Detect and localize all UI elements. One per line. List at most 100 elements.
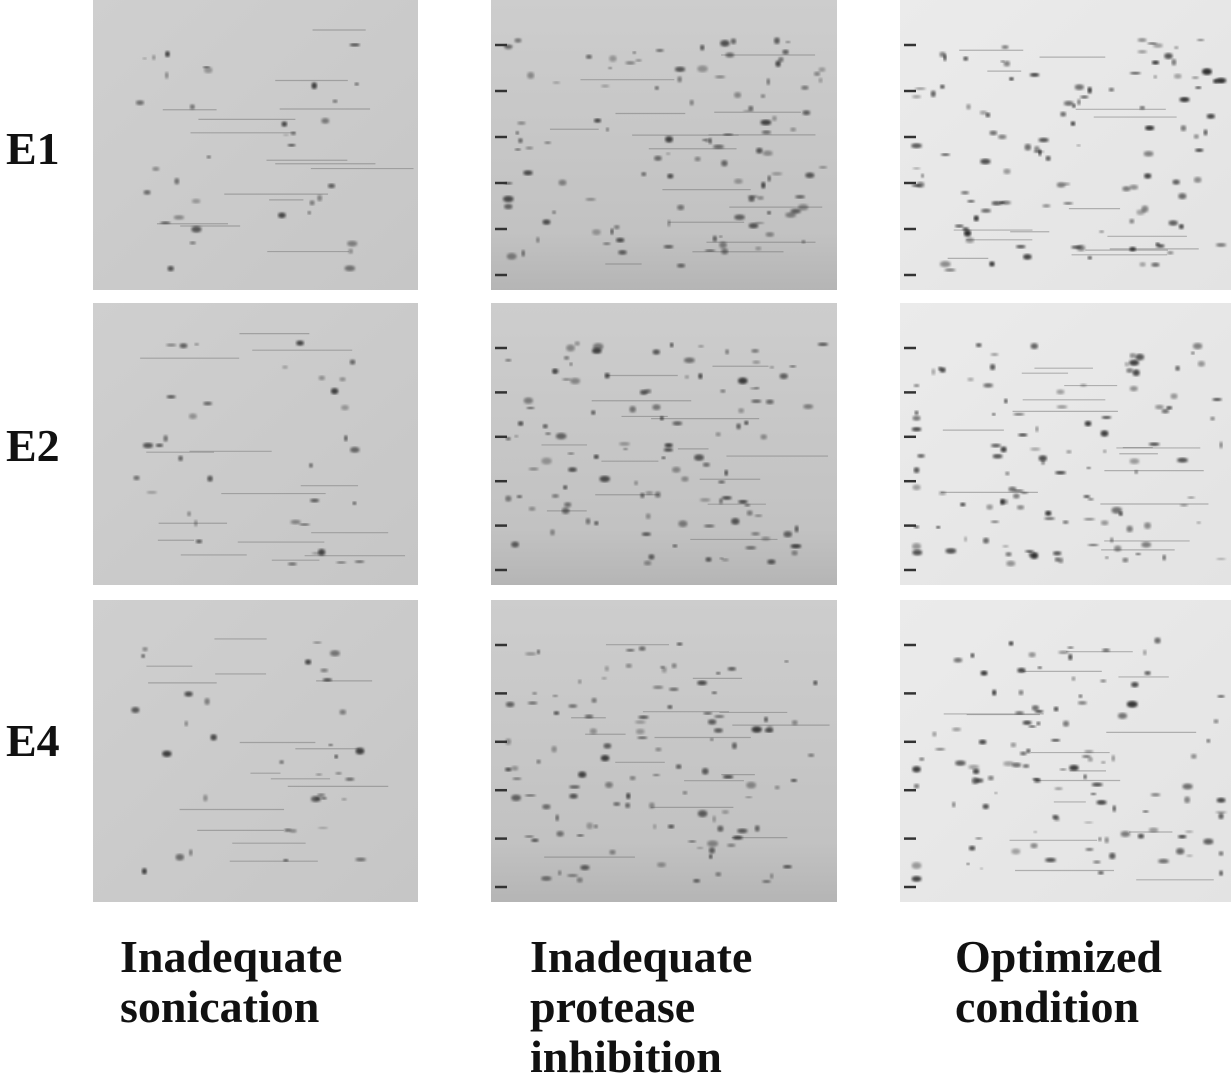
- gel-spot: [1219, 851, 1224, 856]
- gel-spot: [738, 378, 748, 385]
- gel-spot: [1006, 552, 1012, 556]
- gel-spot: [1156, 244, 1164, 248]
- gel-spot: [1069, 765, 1079, 771]
- gel-spot: [355, 560, 364, 563]
- gel-spot: [714, 728, 723, 733]
- gel-spot: [798, 204, 808, 210]
- gel-spot: [1136, 553, 1141, 555]
- gel-spot: [700, 498, 710, 501]
- gel-spot: [635, 59, 641, 61]
- gel-background: [93, 600, 418, 902]
- gel-spot: [677, 205, 684, 211]
- gel-spot: [525, 794, 536, 796]
- gel-spot: [963, 227, 969, 231]
- gel-spot: [980, 868, 983, 870]
- gel-spot: [1151, 793, 1160, 796]
- gel-spot: [1084, 821, 1092, 823]
- gel-spot: [594, 455, 599, 459]
- gel-spot: [568, 452, 574, 454]
- gel-spot: [1011, 848, 1020, 854]
- gel-spot: [517, 495, 522, 498]
- gel-spot: [194, 343, 198, 345]
- gel-spot: [165, 72, 169, 79]
- gel-spot: [518, 138, 523, 143]
- gel-spot: [1129, 247, 1136, 251]
- gel-spot: [626, 664, 632, 668]
- gel-spot: [971, 653, 975, 658]
- gel-spot: [619, 442, 630, 446]
- gel-spot: [721, 248, 728, 254]
- gel-spot: [1185, 831, 1193, 833]
- gel-spot: [203, 795, 207, 802]
- gel-spot: [720, 557, 724, 559]
- gel-spot: [1216, 243, 1226, 247]
- gel-spot: [805, 173, 814, 179]
- gel-spot: [194, 520, 197, 527]
- gel-spot: [994, 792, 997, 794]
- gel-spot: [348, 249, 353, 254]
- gel-spot: [174, 215, 185, 219]
- gel-image: [491, 0, 837, 290]
- gel-spot: [288, 144, 296, 147]
- gel-spot: [342, 798, 347, 800]
- gel-spot: [323, 678, 332, 681]
- gel-spot: [939, 491, 946, 495]
- gel-spot: [1009, 641, 1014, 645]
- gel-spot: [756, 148, 763, 154]
- gel-spot: [542, 804, 550, 809]
- gel-spot: [192, 199, 201, 203]
- gel-spot: [717, 826, 723, 832]
- gel-spot: [785, 660, 789, 662]
- gel-spot: [1067, 647, 1073, 649]
- gel-spot: [685, 375, 689, 378]
- gel-spot: [783, 865, 792, 868]
- gel-spot: [768, 175, 771, 181]
- column-label: Inadequate: [530, 931, 752, 982]
- gel-spot: [1145, 126, 1154, 131]
- gel-spot: [152, 55, 155, 60]
- gel-spot: [566, 345, 575, 352]
- gel-spot: [715, 872, 721, 876]
- gel-spot: [1194, 134, 1199, 138]
- gel-spot: [532, 692, 536, 694]
- gel-spot: [196, 539, 202, 543]
- gel-spot: [1198, 361, 1205, 367]
- gel-spot: [698, 345, 704, 348]
- gel-spot: [747, 510, 753, 515]
- gel-spot: [760, 120, 771, 126]
- gel-spot: [347, 241, 357, 247]
- gel-spot: [350, 447, 360, 453]
- gel-spot: [350, 359, 356, 364]
- gel-spot: [564, 356, 569, 360]
- gel-background: [93, 0, 418, 290]
- gel-spot: [818, 343, 828, 346]
- gel-spot: [766, 232, 774, 237]
- column-label: inhibition: [530, 1031, 722, 1082]
- gel-spot: [968, 765, 979, 769]
- gel-spot: [775, 786, 780, 790]
- gel-spot: [705, 249, 715, 251]
- gel-spot: [586, 198, 596, 201]
- gel-spot: [506, 702, 515, 707]
- row-label: E1: [6, 123, 60, 174]
- gel-spot: [764, 717, 768, 722]
- gel-spot: [808, 754, 814, 757]
- gel-spot: [725, 52, 734, 57]
- gel-spot: [341, 405, 349, 410]
- gel-spot: [1166, 406, 1172, 409]
- gel-spot: [1197, 521, 1201, 523]
- gel-spot: [1026, 749, 1030, 753]
- gel-spot: [720, 40, 730, 47]
- gel-spot: [709, 847, 715, 853]
- gel-spot: [345, 778, 354, 781]
- gel-spot: [960, 503, 965, 507]
- gel-spot: [1023, 721, 1032, 725]
- gel-spot: [1055, 557, 1060, 561]
- gel-spot: [1020, 752, 1027, 756]
- gel-spot: [1184, 796, 1190, 803]
- gel-spot: [1077, 144, 1081, 146]
- gel-spot: [152, 167, 159, 171]
- gel-spot: [1017, 668, 1025, 673]
- gel-spot: [609, 850, 615, 855]
- gel-panels: [93, 0, 1231, 902]
